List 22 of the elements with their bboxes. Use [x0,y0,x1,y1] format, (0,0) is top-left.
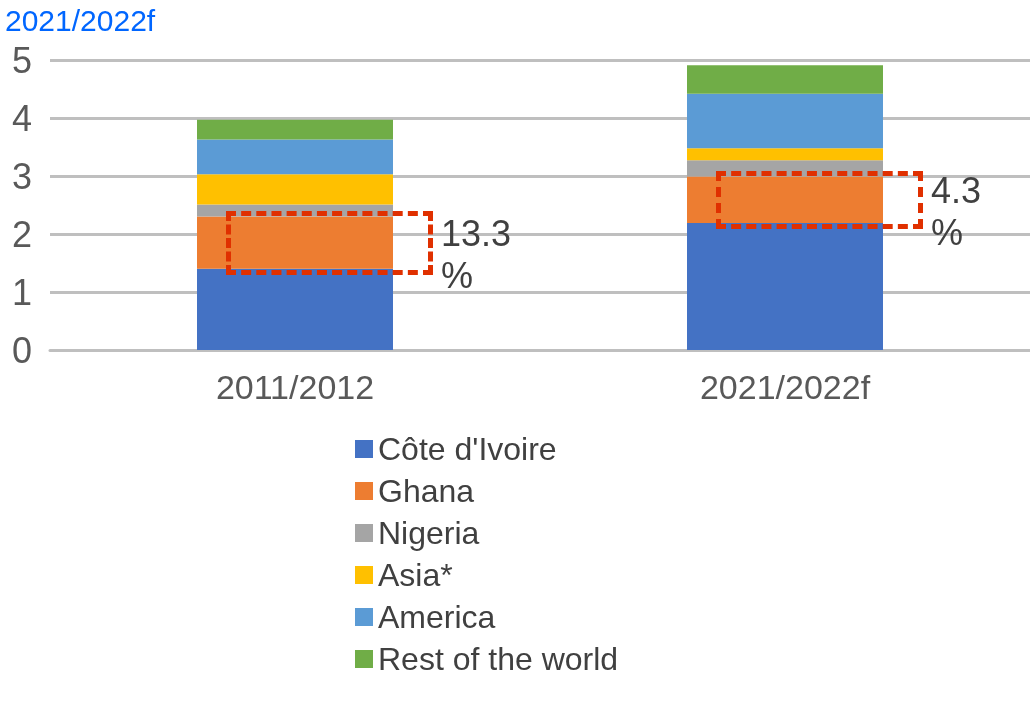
y-tick-label: 0 [11,329,32,371]
legend-label: Nigeria [378,515,480,551]
bar [197,174,393,205]
chart-title: 2021/2022f [5,3,156,37]
legend-label: America [378,599,496,635]
bar [687,148,883,161]
legend-label: Ghana [378,473,475,509]
bar [687,93,883,149]
x-tick-label: 2011/2012 [215,368,375,406]
bar [197,139,393,175]
y-tick-label: 2 [11,213,32,255]
bar [687,65,883,94]
annotation: 4.3 % [931,169,983,254]
bar [197,119,393,140]
legend-label: Rest of the world [378,641,619,677]
y-tick-label: 1 [11,271,32,313]
y-tick-label: 5 [11,39,32,81]
legend-label: Asia* [378,557,453,593]
annotation: 13.3 % [441,212,512,297]
y-tick-label: 3 [11,155,32,197]
legend-label: Côte d'Ivoire [378,431,557,467]
y-tick-label: 4 [11,97,32,139]
